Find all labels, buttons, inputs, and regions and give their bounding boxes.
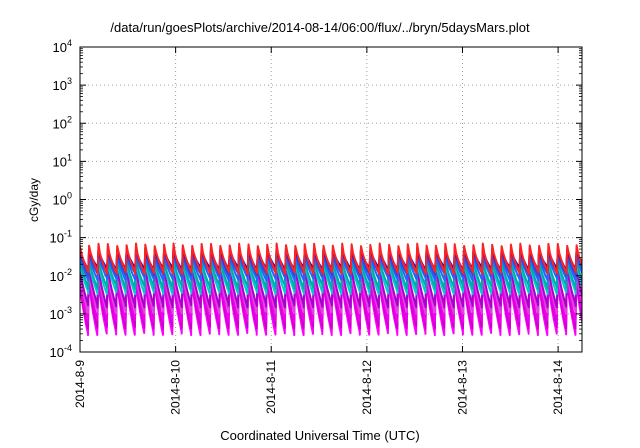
y-tick-label: 100 [53, 191, 72, 208]
tick-layer: 10-4 10-3 10-2 10-1 100 101 102 103 104 2014-8-9 2… [50, 38, 582, 415]
y-tick-label: 102 [53, 114, 72, 131]
y-tick-label: 10-4 [50, 343, 72, 360]
y-tick-label: 10-2 [50, 267, 72, 284]
x-axis-label: Coordinated Universal Time (UTC) [220, 428, 420, 443]
y-tick-label: 103 [53, 76, 72, 93]
x-tick-label: 2014-8-12 [360, 360, 374, 415]
y-axis-label: cGy/day [27, 177, 41, 223]
x-tick-label: 2014-8-11 [264, 360, 278, 414]
y-tick-label: 10-1 [50, 229, 72, 246]
series-line [80, 255, 582, 290]
x-tick-label: 2014-8-14 [551, 360, 565, 415]
series-line [80, 242, 582, 275]
series-line [80, 250, 582, 282]
y-tick-label: 101 [53, 152, 72, 169]
x-tick-label: 2014-8-9 [73, 360, 87, 408]
chart-title: /data/run/goesPlots/archive/2014-08-14/0… [110, 20, 530, 35]
y-tick-label: 104 [53, 38, 72, 55]
x-tick-label: 2014-8-13 [455, 360, 469, 415]
grid-layer [80, 47, 582, 352]
y-tick-label: 10-3 [50, 305, 72, 322]
series-layer [80, 242, 582, 337]
x-tick-label: 2014-8-10 [169, 360, 183, 415]
